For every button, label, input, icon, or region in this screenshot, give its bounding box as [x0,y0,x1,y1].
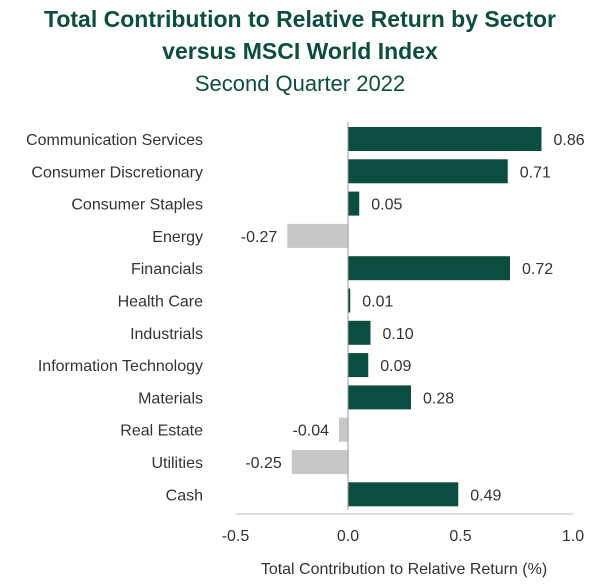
data-label: -0.25 [245,455,282,472]
bar [291,450,348,474]
category-label: Real Estate [120,423,203,440]
data-label: 0.10 [383,326,414,343]
data-label: -0.27 [241,229,278,246]
data-label: 0.86 [554,132,585,149]
category-label: Energy [152,229,203,246]
category-label: Consumer Discretionary [31,164,203,181]
category-label: Consumer Staples [71,197,203,214]
bar [339,417,348,442]
category-label: Communication Services [26,132,203,149]
x-tick-label: -0.5 [222,528,250,545]
x-tick-label: 0.5 [449,528,471,545]
x-axis-title: Total Contribution to Relative Return (%… [261,561,547,578]
bar [348,191,360,216]
x-tick-label: 0.0 [337,528,359,545]
bar [348,320,371,345]
bar [348,288,351,313]
bar [348,256,510,281]
category-label: Industrials [130,326,203,343]
data-label: -0.04 [293,423,330,440]
bar [348,127,542,151]
data-label: 0.28 [423,390,454,407]
data-label: 0.09 [380,358,411,375]
chart-title-line-1: Total Contribution to Relative Return by… [44,6,556,32]
bar [348,385,411,410]
bar [348,482,459,507]
bar [348,353,369,378]
category-label: Materials [138,390,203,407]
x-tick-label: 1.0 [562,528,584,545]
data-label: 0.05 [371,197,402,214]
category-label: Cash [166,487,203,504]
data-label: 0.01 [362,294,393,311]
data-label: 0.49 [470,487,501,504]
category-label: Health Care [118,294,203,311]
bar [287,223,348,248]
bar [348,159,508,184]
category-label: Financials [131,261,203,278]
data-label: 0.72 [522,261,553,278]
data-label: 0.71 [520,164,551,181]
chart-title-line-2: versus MSCI World Index [162,38,438,64]
category-label: Utilities [151,455,203,472]
category-label: Information Technology [38,358,203,375]
chart-subtitle: Second Quarter 2022 [194,71,406,96]
